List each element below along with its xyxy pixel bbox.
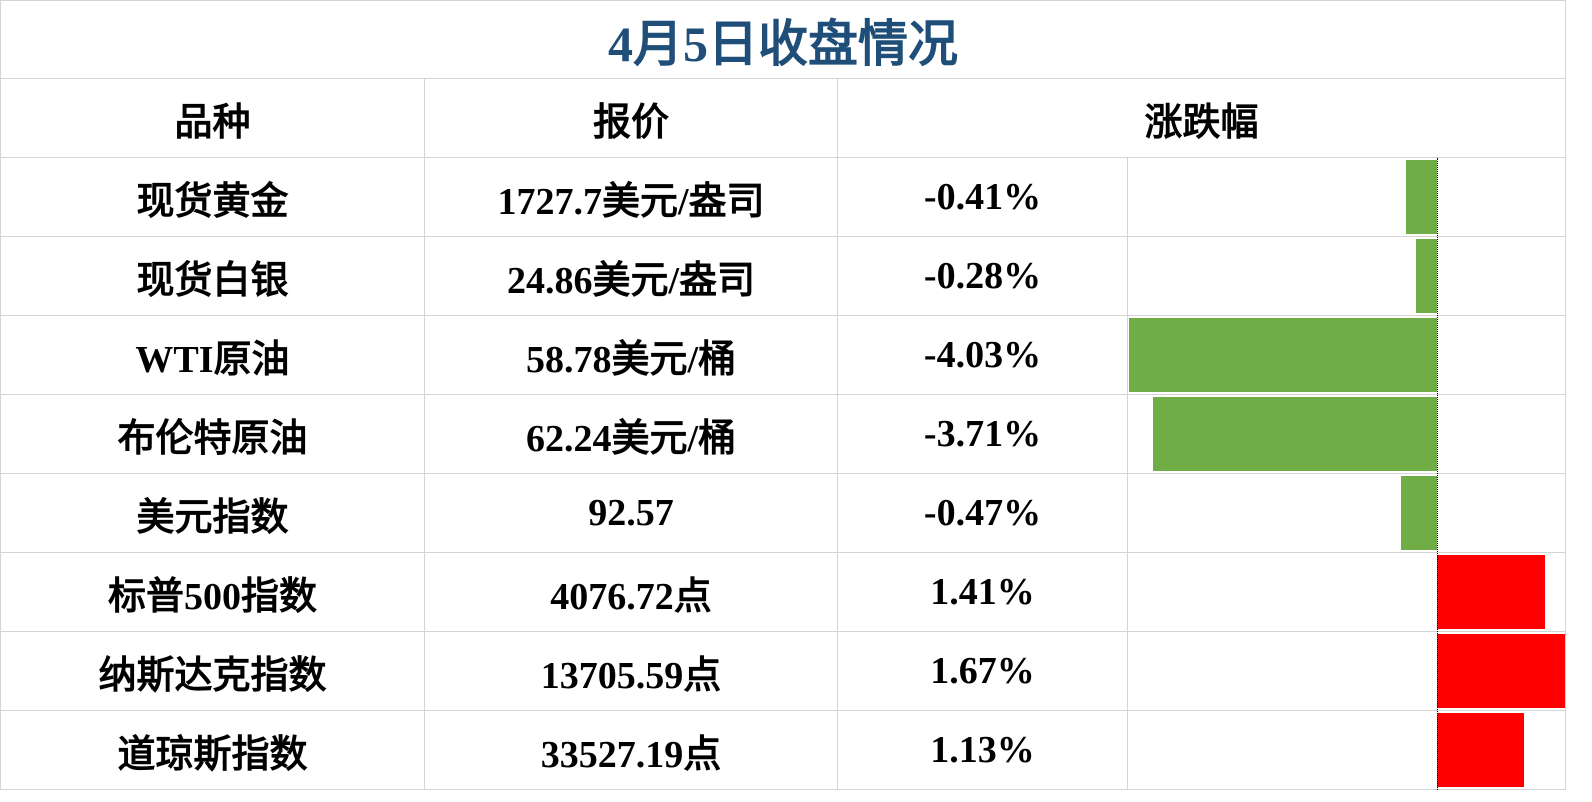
- change: -0.47%: [838, 474, 1128, 553]
- item-name: 标普500指数: [0, 553, 425, 632]
- bar-cell: [1128, 316, 1566, 395]
- price: 92.57: [425, 474, 838, 553]
- price: 4076.72点: [425, 553, 838, 632]
- column-header: 报价: [425, 79, 838, 158]
- bar-cell: [1128, 237, 1566, 316]
- item-name: 纳斯达克指数: [0, 632, 425, 711]
- bar-cell: [1128, 474, 1566, 553]
- data-bar: [1405, 160, 1438, 234]
- bar-axis: [1437, 158, 1439, 790]
- column-header: 品种: [0, 79, 425, 158]
- bar-cell: [1128, 158, 1566, 237]
- item-name: 美元指数: [0, 474, 425, 553]
- item-name: WTI原油: [0, 316, 425, 395]
- bar-cell: [1128, 632, 1566, 711]
- data-bar: [1129, 318, 1438, 392]
- item-name: 道琼斯指数: [0, 711, 425, 790]
- price: 62.24美元/桶: [425, 395, 838, 474]
- title: 4月5日收盘情况: [0, 0, 1566, 79]
- change: -3.71%: [838, 395, 1128, 474]
- data-bar: [1415, 239, 1438, 313]
- change: 1.41%: [838, 553, 1128, 632]
- data-bar: [1401, 476, 1438, 550]
- data-bar: [1153, 397, 1438, 471]
- data-bar: [1437, 555, 1546, 629]
- data-bar: [1437, 634, 1565, 708]
- data-bar: [1437, 713, 1524, 787]
- change: 1.13%: [838, 711, 1128, 790]
- bar-cell: [1128, 711, 1566, 790]
- bar-cell: [1128, 395, 1566, 474]
- price: 24.86美元/盎司: [425, 237, 838, 316]
- price: 58.78美元/桶: [425, 316, 838, 395]
- bar-cell: [1128, 553, 1566, 632]
- price: 13705.59点: [425, 632, 838, 711]
- price: 1727.7美元/盎司: [425, 158, 838, 237]
- change: -0.41%: [838, 158, 1128, 237]
- change: -0.28%: [838, 237, 1128, 316]
- price: 33527.19点: [425, 711, 838, 790]
- item-name: 布伦特原油: [0, 395, 425, 474]
- column-header: 涨跌幅: [838, 79, 1566, 158]
- change: 1.67%: [838, 632, 1128, 711]
- item-name: 现货白银: [0, 237, 425, 316]
- item-name: 现货黄金: [0, 158, 425, 237]
- change: -4.03%: [838, 316, 1128, 395]
